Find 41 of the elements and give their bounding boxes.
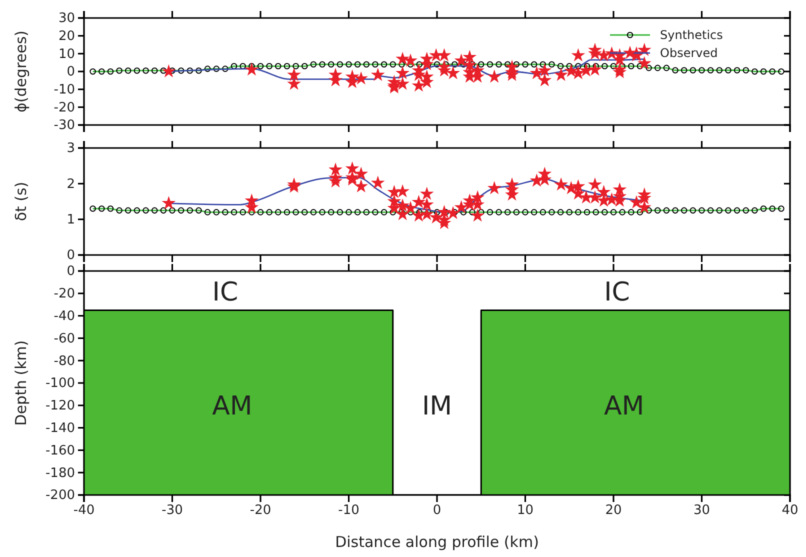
y-tick-label: -80	[54, 354, 75, 369]
y-tick-label: -10	[54, 82, 75, 98]
x-tick-label: 20	[605, 503, 622, 518]
y-tick-label: 1	[66, 212, 75, 228]
y-tick-label: 0	[66, 64, 75, 80]
legend-label: Observed	[660, 46, 718, 60]
y-tick-label: -40	[54, 308, 75, 324]
x-axis-title: Distance along profile (km)	[335, 533, 539, 551]
x-tick-label: -20	[250, 503, 272, 518]
x-tick-label: 10	[516, 503, 534, 518]
y-tick-label: 0	[66, 248, 75, 264]
y-tick-label: -60	[54, 331, 75, 346]
y-tick-label: -200	[45, 488, 75, 504]
y-tick-label: 0	[66, 264, 75, 280]
annotation: IC	[212, 277, 238, 308]
annotation: IC	[604, 277, 630, 308]
x-tick-label: -10	[338, 503, 360, 518]
x-tick-label: 0	[432, 503, 442, 518]
annotation: AM	[212, 392, 252, 422]
y-axis-title: ϕ(degrees)	[12, 30, 30, 112]
y-tick-label: 2	[66, 176, 75, 192]
annotation: IM	[422, 392, 452, 422]
x-tick-label: 30	[693, 503, 710, 518]
y-tick-label: -180	[45, 466, 75, 481]
y-tick-label: 30	[58, 11, 75, 26]
x-tick-label: 40	[782, 503, 798, 518]
y-tick-label: 10	[58, 46, 75, 62]
y-tick-label: -20	[54, 100, 75, 116]
y-tick-label: -160	[45, 443, 75, 458]
y-tick-label: -140	[45, 420, 75, 436]
legend-label: Synthetics	[660, 28, 723, 42]
y-tick-label: 20	[58, 28, 75, 44]
annotation: AM	[604, 392, 644, 422]
y-tick-label: -120	[45, 398, 75, 414]
y-axis-title: δt (s)	[12, 182, 30, 222]
y-tick-label: -30	[54, 118, 75, 134]
y-tick-label: 3	[66, 141, 75, 156]
y-tick-label: -20	[54, 286, 75, 302]
x-tick-label: -30	[162, 503, 183, 518]
y-tick-label: -100	[45, 376, 75, 392]
y-axis-title: Depth (km)	[12, 340, 30, 426]
